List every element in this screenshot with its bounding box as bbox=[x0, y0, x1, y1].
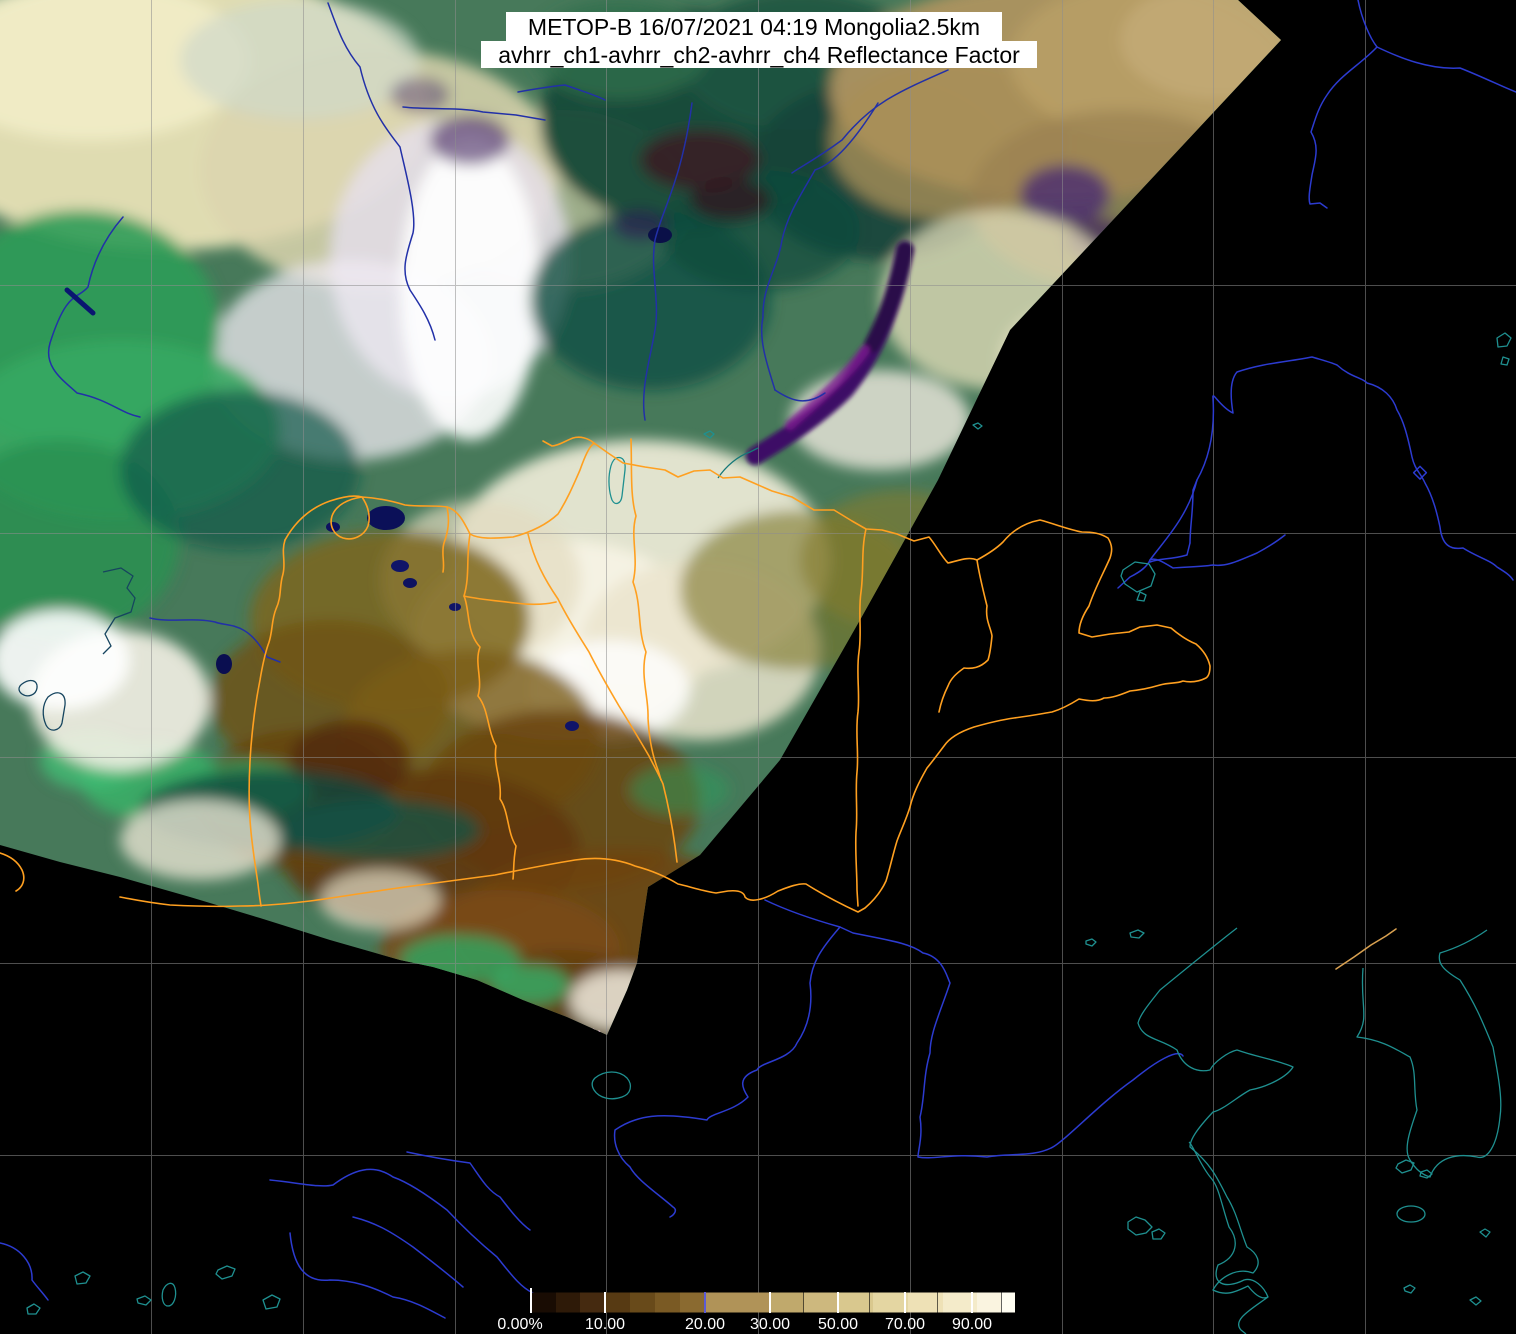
amur-tributary bbox=[1117, 534, 1286, 589]
colorbar-label-70: 70.00 bbox=[885, 1316, 925, 1333]
title-box-line1 bbox=[506, 12, 1002, 41]
title-annotation: METOP-B 16/07/2021 04:19 Mongolia2.5km a… bbox=[481, 12, 1037, 68]
mongolia-national-border bbox=[119, 442, 1211, 913]
kherlen-river bbox=[613, 899, 841, 1218]
aimag-divider-3 bbox=[630, 438, 662, 781]
coastlines bbox=[18, 332, 1512, 1334]
lake-uvs bbox=[367, 506, 405, 530]
shilka-river bbox=[1308, 0, 1378, 209]
dark-coast-contours bbox=[18, 567, 136, 731]
colorbar-label-0: 0.00% bbox=[497, 1316, 542, 1333]
colorbar: 0.00% 10.00 20.00 30.00 50.00 70.00 90.0… bbox=[497, 1288, 1015, 1333]
aimag-divider-short bbox=[442, 506, 450, 573]
dark-lakes bbox=[216, 227, 672, 731]
title-line2: avhrr_ch1-avhrr_ch2-avhrr_ch4 Reflectanc… bbox=[498, 42, 1020, 68]
border-stub-korea bbox=[1335, 928, 1397, 970]
title-line1: METOP-B 16/07/2021 04:19 Mongolia2.5km bbox=[528, 14, 980, 40]
colorbar-label-10: 10.00 bbox=[585, 1316, 625, 1333]
siberian-rivers bbox=[47, 2, 949, 663]
island-outline bbox=[1120, 561, 1156, 593]
colorbar-labels: 0.00% 10.00 20.00 30.00 50.00 70.00 90.0… bbox=[497, 1316, 992, 1333]
colorbar-ticks bbox=[530, 1288, 973, 1313]
colorbar-label-30: 30.00 bbox=[750, 1316, 790, 1333]
aimag-divider-2 bbox=[527, 533, 678, 863]
aimag-divider-1 bbox=[463, 533, 517, 880]
border-west bbox=[248, 539, 286, 907]
colorbar-label-90: 90.00 bbox=[952, 1316, 992, 1333]
lake-baikal bbox=[746, 241, 914, 465]
country-borders bbox=[0, 436, 1397, 970]
colorbar-ramp bbox=[531, 1292, 1015, 1313]
title-box-line2 bbox=[481, 41, 1037, 68]
aimag-cell-uvs bbox=[330, 496, 370, 540]
aimag-divider-horizontal bbox=[463, 595, 557, 606]
colorbar-label-20: 20.00 bbox=[685, 1316, 725, 1333]
border-stub-left bbox=[0, 852, 25, 892]
jeju-island bbox=[1396, 1205, 1426, 1223]
korea-coastline bbox=[1356, 929, 1502, 1178]
lake-outline bbox=[591, 1071, 632, 1100]
liao-river bbox=[839, 926, 1184, 1159]
bohai-liaodong-coastline bbox=[1137, 927, 1294, 1334]
aimag-divider-5 bbox=[938, 559, 993, 713]
aimag-divider-4 bbox=[854, 528, 867, 907]
amur-river-arc bbox=[1149, 356, 1514, 581]
colorbar-label-50: 50.00 bbox=[818, 1316, 858, 1333]
station-marker bbox=[1412, 465, 1428, 480]
satellite-swath bbox=[0, 0, 1281, 1035]
shandong-coastline bbox=[1188, 1141, 1269, 1298]
border-nw-stub bbox=[542, 436, 595, 447]
